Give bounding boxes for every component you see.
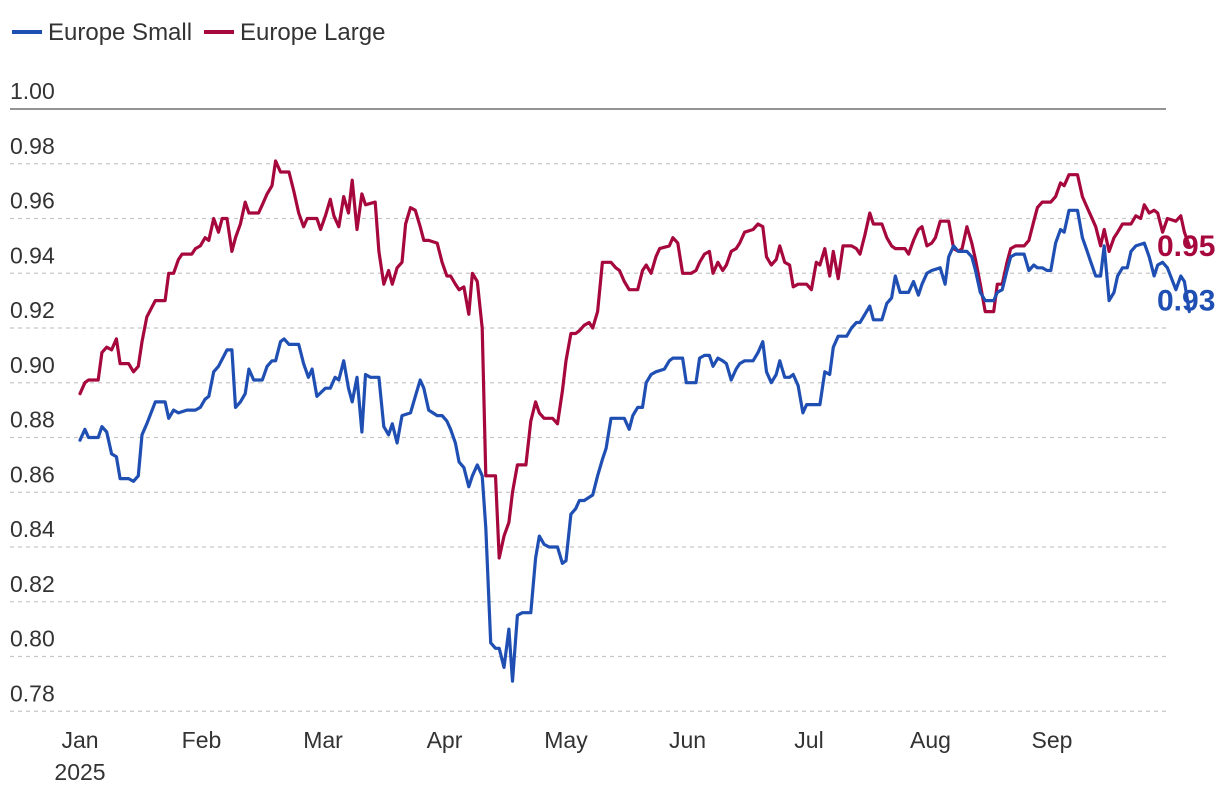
end-label-europe-small: 0.93	[1157, 285, 1215, 318]
legend-label-europe-small: Europe Small	[48, 19, 192, 46]
x-tick-label: Aug	[910, 727, 951, 753]
x-tick-label: Feb	[182, 727, 222, 753]
series-lines	[78, 159, 1191, 683]
x-tick-label: Jan	[61, 727, 98, 753]
y-tick-label: 0.86	[10, 461, 55, 487]
y-tick-label: 0.90	[10, 352, 55, 378]
x-tick-label: Sep	[1032, 727, 1073, 753]
y-tick-label: 0.78	[10, 680, 55, 706]
x-tick-label: Apr	[427, 727, 463, 753]
y-tick-label: 0.82	[10, 571, 55, 597]
y-tick-label: 0.80	[10, 626, 55, 652]
legend: Europe Small Europe Large	[12, 19, 385, 46]
grid-lines	[10, 108, 1166, 712]
x-tick-label: May	[544, 727, 588, 753]
y-tick-label: 0.84	[10, 516, 55, 542]
legend-label-europe-large: Europe Large	[240, 19, 385, 46]
y-axis: 1.00 0.98 0.96 0.94 0.92 0.90 0.88 0.86 0.84 0.82…	[10, 78, 55, 706]
x-tick-sublabel: 2025	[54, 759, 105, 785]
y-tick-label: 0.94	[10, 242, 55, 268]
end-label-europe-large: 0.95	[1157, 230, 1215, 263]
x-axis: Jan 2025 Feb Mar Apr May Jun Jul Aug Sep	[54, 727, 1072, 785]
y-tick-label: 0.88	[10, 407, 55, 433]
x-tick-label: Mar	[303, 727, 343, 753]
x-tick-label: Jul	[794, 727, 823, 753]
y-tick-label: 0.96	[10, 188, 55, 214]
y-tick-label: 0.92	[10, 297, 55, 323]
y-tick-label: 0.98	[10, 133, 55, 159]
x-tick-label: Jun	[669, 727, 706, 753]
series-line-europe-large	[78, 159, 1191, 560]
end-labels: 0.93 0.95	[1157, 230, 1215, 318]
series-line-europe-small	[78, 208, 1191, 683]
y-tick-label: 1.00	[10, 78, 55, 104]
